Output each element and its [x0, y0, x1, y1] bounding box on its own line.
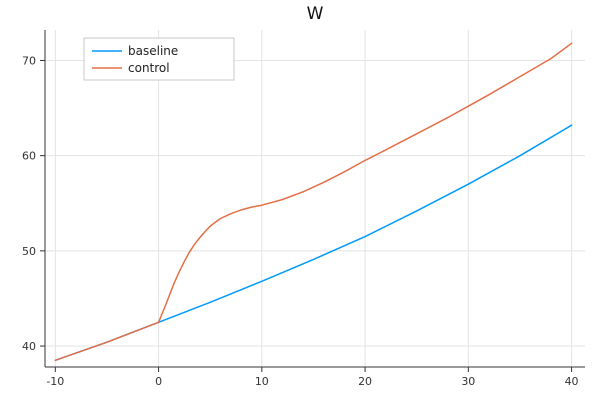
y-tick-label: 60: [22, 150, 36, 163]
x-tick-label: 0: [155, 375, 162, 388]
series-line-control: [54, 42, 573, 362]
x-tick-label: 10: [255, 375, 269, 388]
gridlines: [45, 30, 585, 367]
legend-label-control: control: [128, 61, 170, 75]
x-tick-label: -10: [46, 375, 64, 388]
x-tick-label: 30: [461, 375, 475, 388]
legend-label-baseline: baseline: [128, 44, 178, 58]
series-lines: [54, 42, 573, 362]
y-tick-label: 50: [22, 245, 36, 258]
x-tick-label: 40: [565, 375, 579, 388]
legend: baseline control: [83, 37, 235, 81]
y-tick-label: 70: [22, 54, 36, 67]
chart-title: W: [307, 4, 324, 24]
legend-box: [83, 37, 235, 81]
axes: [40, 30, 585, 372]
x-tick-label: 20: [358, 375, 372, 388]
y-tick-label: 40: [22, 340, 36, 353]
tick-labels: -10 0 10 20 30 40 40 50 60 70: [22, 54, 579, 388]
series-line-baseline: [54, 124, 573, 362]
